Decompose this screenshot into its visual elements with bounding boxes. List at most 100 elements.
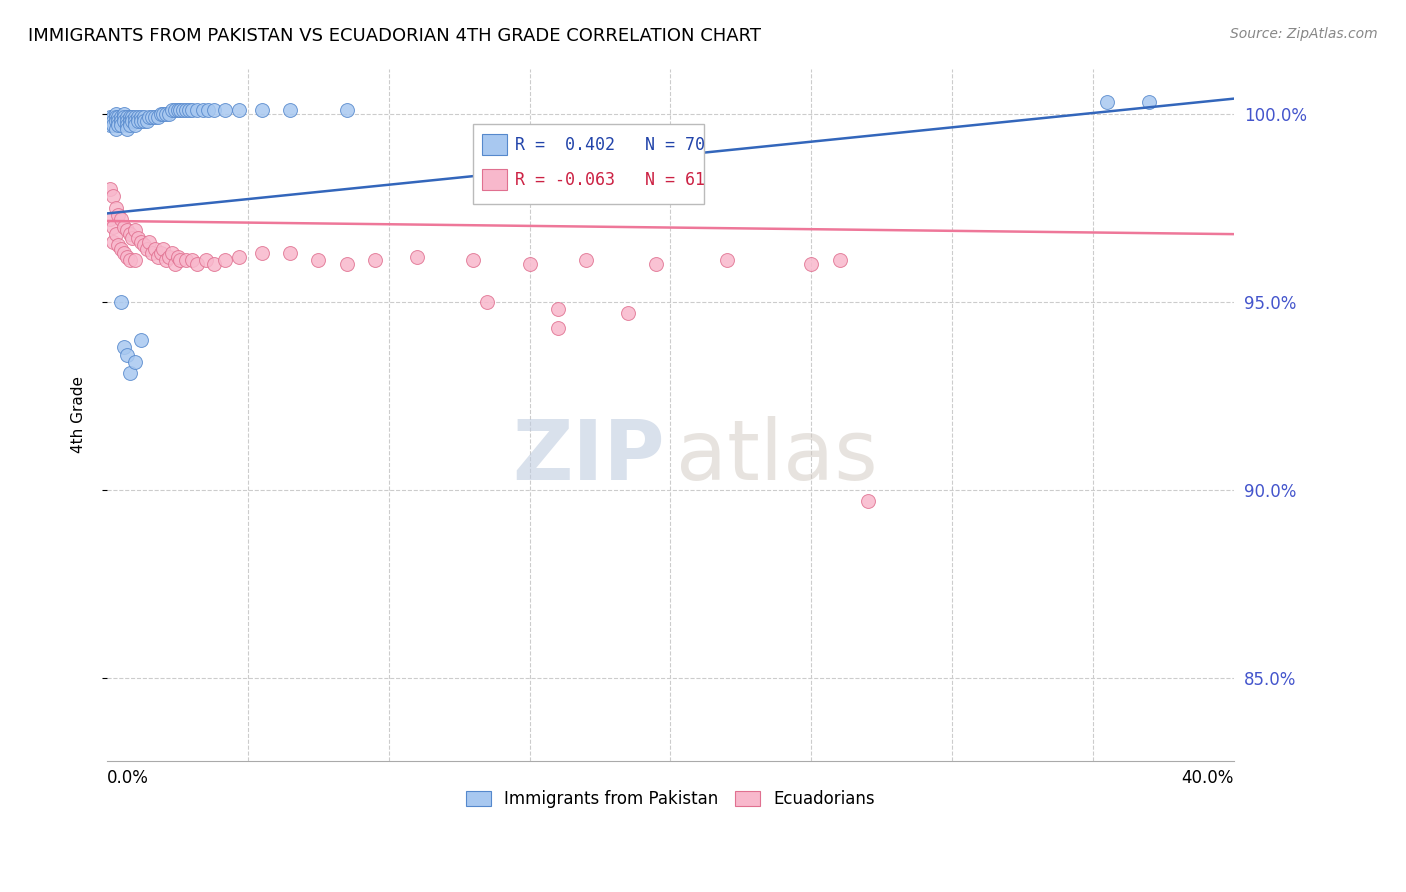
Point — [98, 212, 121, 227]
Point — [112, 106, 135, 120]
Point — [169, 253, 191, 268]
Point — [101, 235, 124, 249]
Point — [110, 118, 132, 132]
Point — [307, 253, 329, 268]
Point — [129, 111, 152, 125]
Point — [1095, 95, 1118, 110]
Point — [278, 103, 301, 117]
Point — [155, 253, 177, 268]
Point — [135, 114, 157, 128]
Point — [174, 103, 197, 117]
Point — [112, 340, 135, 354]
Point — [172, 103, 194, 117]
Point — [132, 114, 155, 128]
Point — [110, 114, 132, 128]
Point — [180, 253, 202, 268]
Point — [107, 208, 129, 222]
Point — [180, 103, 202, 117]
Point — [115, 223, 138, 237]
Text: R =  0.402   N = 70: R = 0.402 N = 70 — [515, 136, 704, 154]
Point — [163, 257, 186, 271]
Text: Source: ZipAtlas.com: Source: ZipAtlas.com — [1230, 27, 1378, 41]
Point — [250, 103, 273, 117]
Text: 0.0%: 0.0% — [107, 769, 149, 787]
Point — [115, 118, 138, 132]
Point — [112, 246, 135, 260]
Point — [118, 111, 141, 125]
Point — [157, 250, 180, 264]
Point — [101, 114, 124, 128]
Point — [115, 250, 138, 264]
Point — [519, 257, 541, 271]
Legend: Immigrants from Pakistan, Ecuadorians: Immigrants from Pakistan, Ecuadorians — [460, 784, 882, 815]
Point — [101, 219, 124, 234]
Point — [278, 246, 301, 260]
Point — [104, 114, 127, 128]
Point — [110, 212, 132, 227]
Point — [124, 114, 146, 128]
Point — [107, 238, 129, 252]
Y-axis label: 4th Grade: 4th Grade — [72, 376, 86, 453]
Point — [141, 111, 163, 125]
Point — [160, 246, 183, 260]
Point — [98, 182, 121, 196]
Point — [828, 253, 851, 268]
Point — [124, 111, 146, 125]
Point — [166, 250, 188, 264]
Point — [335, 257, 357, 271]
Point — [127, 111, 149, 125]
Point — [118, 114, 141, 128]
Point — [146, 111, 169, 125]
Point — [115, 348, 138, 362]
Point — [124, 118, 146, 132]
Point — [121, 231, 143, 245]
Point — [186, 257, 208, 271]
Point — [118, 227, 141, 241]
Point — [166, 103, 188, 117]
Point — [143, 111, 166, 125]
Point — [115, 114, 138, 128]
Point — [547, 321, 569, 335]
FancyBboxPatch shape — [474, 124, 704, 203]
Point — [716, 253, 738, 268]
Text: R = -0.063   N = 61: R = -0.063 N = 61 — [515, 171, 704, 189]
Point — [138, 111, 160, 125]
Point — [132, 111, 155, 125]
Point — [101, 118, 124, 132]
Point — [127, 114, 149, 128]
Text: ZIP: ZIP — [512, 416, 665, 497]
Point — [124, 223, 146, 237]
Point — [129, 333, 152, 347]
Point — [129, 114, 152, 128]
Point — [129, 235, 152, 249]
Point — [121, 114, 143, 128]
Point — [107, 111, 129, 125]
Text: atlas: atlas — [676, 416, 877, 497]
Point — [101, 111, 124, 125]
Point — [575, 253, 598, 268]
Point — [138, 235, 160, 249]
Point — [127, 231, 149, 245]
Point — [112, 114, 135, 128]
Point — [104, 106, 127, 120]
Point — [124, 253, 146, 268]
Text: IMMIGRANTS FROM PAKISTAN VS ECUADORIAN 4TH GRADE CORRELATION CHART: IMMIGRANTS FROM PAKISTAN VS ECUADORIAN 4… — [28, 27, 761, 45]
Point — [107, 118, 129, 132]
Point — [617, 306, 640, 320]
Point — [250, 246, 273, 260]
Point — [152, 242, 174, 256]
Point — [406, 250, 429, 264]
Point — [800, 257, 823, 271]
Point — [228, 250, 250, 264]
Point — [214, 103, 236, 117]
Point — [112, 219, 135, 234]
Point — [98, 118, 121, 132]
Point — [104, 201, 127, 215]
Point — [169, 103, 191, 117]
Point — [104, 121, 127, 136]
Point — [163, 103, 186, 117]
Point — [177, 103, 200, 117]
Point — [202, 103, 225, 117]
Point — [104, 227, 127, 241]
Point — [477, 294, 499, 309]
